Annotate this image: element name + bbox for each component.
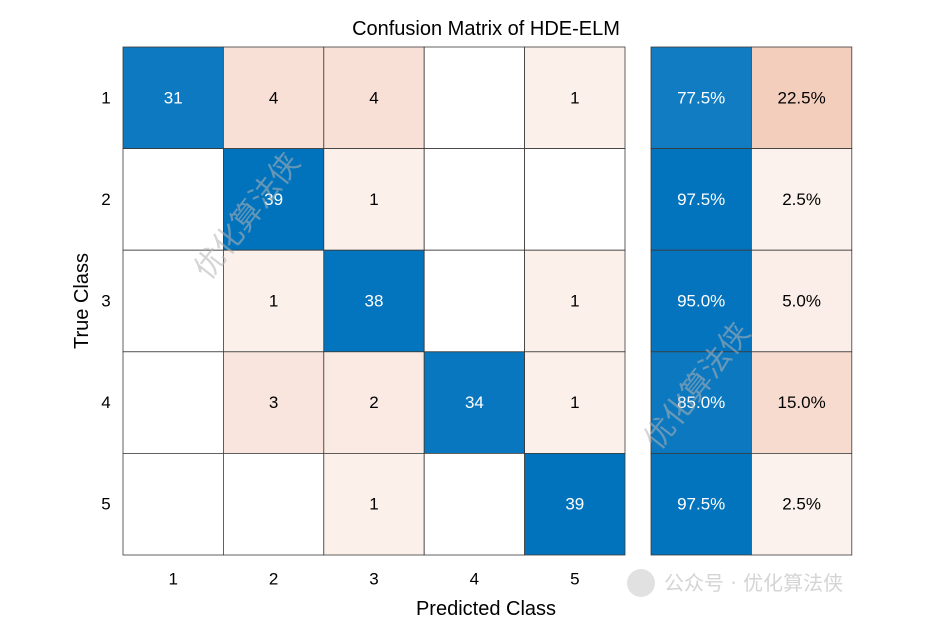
summary-incorrect-cell xyxy=(751,452,853,556)
summary-incorrect-cell xyxy=(751,351,853,454)
matrix-cell xyxy=(222,46,325,149)
y-tick-label: 2 xyxy=(101,190,110,209)
matrix-cell xyxy=(524,249,626,353)
cell-value: 34 xyxy=(465,393,484,412)
matrix-cell xyxy=(122,46,224,149)
x-tick-label: 3 xyxy=(369,570,378,589)
chart-title: Confusion Matrix of HDE-ELM xyxy=(352,18,620,40)
x-tick-label: 2 xyxy=(269,570,278,589)
summary-correct-cell xyxy=(650,452,752,556)
y-tick-label: 5 xyxy=(101,495,110,514)
wechat-badge: 公众号 · 优化算法侠 xyxy=(627,569,843,597)
matrix-cell xyxy=(423,46,526,149)
summary-correct-value: 85.0% xyxy=(677,393,725,412)
matrix-cell xyxy=(323,148,425,251)
matrix-cell xyxy=(323,46,425,149)
cell-value: 3 xyxy=(269,393,278,412)
matrix-cell xyxy=(524,148,626,251)
cell-value: 38 xyxy=(365,292,384,311)
matrix-cell xyxy=(423,148,526,251)
watermark-corner-text: 公众号 · 优化算法侠 xyxy=(664,571,843,595)
cell-value: 31 xyxy=(164,88,183,107)
cell-value: 2 xyxy=(369,393,378,412)
matrix-cell xyxy=(524,46,626,149)
summary-incorrect-cell xyxy=(751,249,853,353)
x-tick-label: 1 xyxy=(168,570,177,589)
wechat-icon xyxy=(627,569,655,597)
cell-value: 1 xyxy=(570,88,579,107)
matrix-cell xyxy=(423,249,526,353)
summary-incorrect-value: 2.5% xyxy=(782,495,821,514)
cell-value: 39 xyxy=(565,495,584,514)
matrix-cell xyxy=(323,452,425,556)
summary-incorrect-cell xyxy=(751,46,853,149)
matrix-cell xyxy=(222,351,325,454)
summary-correct-value: 97.5% xyxy=(677,495,725,514)
summary-correct-cell xyxy=(650,148,752,251)
summary-incorrect-value: 2.5% xyxy=(782,190,821,209)
cell-value: 4 xyxy=(369,88,378,107)
matrix-cell xyxy=(222,452,325,556)
summary-correct-value: 77.5% xyxy=(677,88,725,107)
summary-incorrect-cell xyxy=(751,148,853,251)
x-tick-label: 4 xyxy=(470,570,479,589)
y-tick-label: 3 xyxy=(101,292,110,311)
summary-incorrect-value: 22.5% xyxy=(777,88,825,107)
cell-labels: 31 4 4 1 77.5% 22.5%39 1 97.5% 2.5%1 38 1 95.0% 5.0%… xyxy=(164,88,826,513)
matrix-cell xyxy=(122,452,224,556)
matrix-cell xyxy=(423,452,526,556)
x-tick-label: 5 xyxy=(570,570,579,589)
matrix-cell xyxy=(524,351,626,454)
cell-value: 1 xyxy=(570,393,579,412)
summary-incorrect-value: 5.0% xyxy=(782,292,821,311)
cell-value: 1 xyxy=(570,292,579,311)
matrix-cell xyxy=(122,148,224,251)
summary-incorrect-value: 15.0% xyxy=(777,393,825,412)
cell-value: 1 xyxy=(369,495,378,514)
cell-value: 4 xyxy=(269,88,278,107)
matrix-cell xyxy=(323,351,425,454)
matrix-cell xyxy=(222,249,325,353)
matrix-cell xyxy=(423,351,526,454)
summary-correct-value: 95.0% xyxy=(677,292,725,311)
cell-value: 1 xyxy=(369,190,378,209)
matrix-cell xyxy=(524,452,626,556)
summary-correct-value: 97.5% xyxy=(677,190,725,209)
y-axis-label: True Class xyxy=(71,253,93,349)
x-axis-label: Predicted Class xyxy=(416,598,556,620)
matrix-cells xyxy=(122,46,626,556)
cell-value: 39 xyxy=(264,190,283,209)
cell-value: 1 xyxy=(269,292,278,311)
y-tick-label: 4 xyxy=(101,393,110,412)
matrix-cell xyxy=(122,351,224,454)
matrix-cell xyxy=(323,249,425,353)
y-tick-label: 1 xyxy=(101,88,110,107)
row-summary-cells xyxy=(650,46,853,556)
